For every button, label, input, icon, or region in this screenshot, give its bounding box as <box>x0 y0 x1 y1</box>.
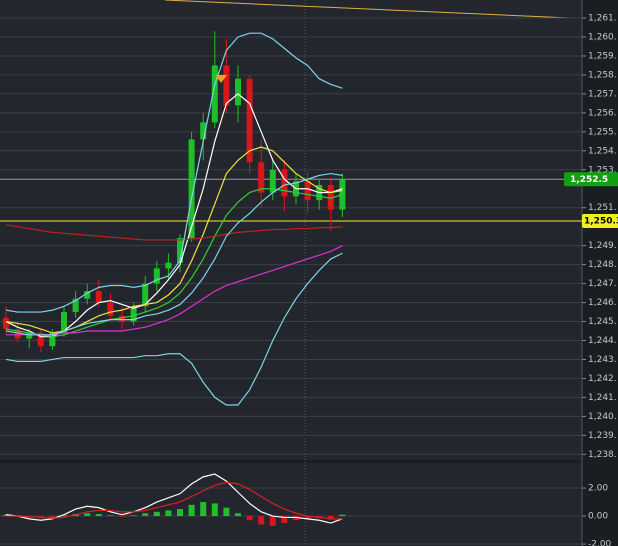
price-tag <box>582 213 618 228</box>
y-tick-label: 1,242. <box>588 374 617 384</box>
indicator-line <box>5 473 343 524</box>
candle-body <box>14 329 21 339</box>
histogram-bar <box>327 516 334 520</box>
y-tick-label: 1,244. <box>588 336 617 346</box>
y-tick-label: -2.00 <box>588 540 612 546</box>
candle-body <box>246 78 253 163</box>
histogram-bar <box>246 516 253 521</box>
candle-body <box>304 181 311 201</box>
candle-body <box>95 291 102 303</box>
candle-body <box>223 65 230 106</box>
macd-layer: 2.00 0.00 -2.00 <box>0 473 612 546</box>
candle-body <box>327 184 334 210</box>
candle-body <box>258 162 265 193</box>
y-tick-label: 1,240. <box>588 412 617 422</box>
histogram-bar <box>304 516 311 519</box>
candle-body <box>235 78 241 106</box>
histogram-bar <box>223 507 230 517</box>
y-tick-label: 1,243. <box>588 355 617 365</box>
histogram-bar <box>95 513 102 517</box>
histogram-bar <box>269 516 276 526</box>
y-tick-label: 1,253. <box>588 165 617 175</box>
indicator-line <box>5 224 343 241</box>
histogram-bar <box>258 516 265 525</box>
y-tick-label: 1,254. <box>588 146 617 156</box>
indicator-line <box>6 481 343 520</box>
indicator-line <box>6 245 343 336</box>
histogram-bar <box>84 513 91 517</box>
candle-body <box>3 317 9 330</box>
candle-body <box>177 238 183 263</box>
y-tick-label: 2.00 <box>588 484 608 494</box>
candle-body <box>130 306 137 322</box>
y-tick-label: 1,246. <box>588 298 617 308</box>
y-tick-label: 1,260. <box>588 32 617 42</box>
candle-body <box>211 65 218 123</box>
indicator-line <box>5 172 343 336</box>
y-tick-label: 1,238. <box>588 450 617 460</box>
histogram-bar <box>177 509 183 517</box>
candle-body <box>153 268 160 284</box>
histogram-bar <box>142 513 149 517</box>
y-tick-label: 1,251. <box>588 203 617 213</box>
indicator-line <box>5 252 343 406</box>
y-tick-label: 1,256. <box>588 108 617 118</box>
candle-body <box>72 298 79 313</box>
y-tick-label: 1,245. <box>588 317 617 327</box>
price-tag-label: 1,252.5 <box>570 175 608 185</box>
candle-body <box>37 332 44 347</box>
histogram-bar <box>235 513 241 517</box>
candle-body <box>188 139 195 239</box>
y-tick-label: 1,257. <box>588 89 617 99</box>
price-panel <box>0 0 582 460</box>
histogram-bar <box>200 502 207 517</box>
price-layer: 1,238. 1,239. 1,240. 1,241. 1,242. 1,243. 1,24… <box>0 14 618 460</box>
histogram-bar <box>130 515 137 517</box>
price-tag-label: 1,250.3 <box>584 216 618 226</box>
price-tag <box>564 172 618 187</box>
histogram-bar <box>293 516 299 521</box>
histogram-bar <box>107 515 114 517</box>
y-tick-label: 1,261. <box>588 14 617 24</box>
histogram-bar <box>49 516 56 518</box>
histogram-bar <box>281 516 288 524</box>
histogram-bar <box>153 511 160 517</box>
candle-body <box>84 291 91 299</box>
candle-body <box>165 262 172 269</box>
trend-line <box>164 0 571 19</box>
candle-body <box>281 169 288 197</box>
histogram-bar <box>188 504 195 517</box>
macd-panel <box>0 463 582 546</box>
candle-body <box>49 332 56 347</box>
histogram-bar <box>339 514 346 517</box>
candle-body <box>269 169 276 193</box>
y-tick-label: 1,259. <box>588 51 617 61</box>
signal-arrow <box>215 75 227 83</box>
histogram-bar <box>211 503 218 517</box>
histogram-bar <box>119 516 125 517</box>
candle-body <box>26 332 33 339</box>
histogram-bar <box>3 514 9 517</box>
candle-body <box>61 312 67 333</box>
histogram-bar <box>61 515 67 517</box>
y-tick-label: 1,249. <box>588 241 617 251</box>
y-tick-label: 1,248. <box>588 260 617 270</box>
y-tick-label: 1,258. <box>588 70 617 80</box>
candle-body <box>142 283 149 307</box>
indicator-line <box>5 32 343 313</box>
y-tick-label: 1,239. <box>588 431 617 441</box>
histogram-bar <box>165 510 172 517</box>
y-tick-label: 0.00 <box>588 512 608 522</box>
candle-body <box>119 315 125 322</box>
y-tick-label: 1,255. <box>588 127 617 137</box>
y-tick-label: 1,247. <box>588 279 617 289</box>
indicator-line <box>5 188 343 338</box>
candle-body <box>107 302 114 316</box>
y-tick-label: 1,241. <box>588 393 617 403</box>
candle-body <box>200 122 207 140</box>
